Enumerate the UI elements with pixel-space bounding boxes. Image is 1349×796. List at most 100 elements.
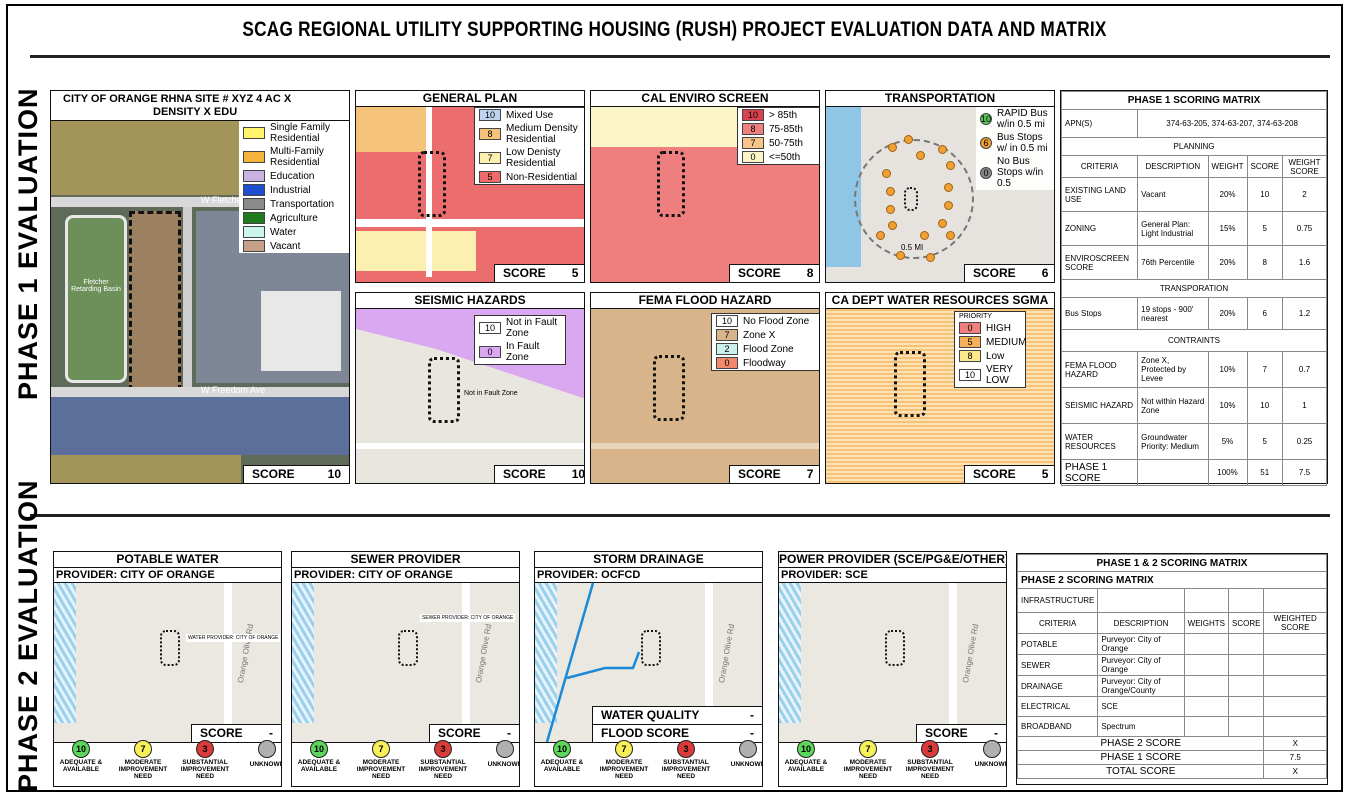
road [426, 107, 432, 277]
road [949, 583, 957, 753]
section-constraints: CONTRAINTS [1061, 329, 1327, 352]
phase2-panel: SEWER PROVIDER PROVIDER: CITY OF ORANGE Or… [291, 551, 520, 787]
key-item: 7 MODERATE IMPROVEMENT NEED [841, 740, 895, 780]
description-cell: Purveyor: City of Orange/County [1097, 675, 1185, 697]
legend-label: HIGH [986, 322, 1011, 334]
basin-label: Fletcher Retarding Basin [71, 279, 121, 293]
column-header: SCORE [1246, 155, 1283, 178]
column-header: WEIGHTS [1183, 612, 1230, 634]
legend-swatch [243, 151, 265, 163]
key-label: ADEQUATE & AVAILABLE [297, 759, 341, 773]
table-cell: 0.7 [1281, 351, 1328, 388]
key-label: SUBSTANTIAL IMPROVEMENT NEED [661, 759, 711, 780]
score-label: SCORE [973, 266, 1016, 280]
empty-cell [1263, 716, 1327, 737]
legend-label: Floodway [743, 357, 786, 369]
drainage-line [545, 582, 641, 743]
legend-label: RAPID Bus w/in 0.5 mi [997, 108, 1048, 130]
bus-stop-icon [886, 187, 895, 196]
score-value: - [507, 726, 511, 740]
phase2-matrix: PHASE 1 & 2 SCORING MATRIX PHASE 2 SCORI… [1016, 553, 1328, 785]
map-annotation: SEWER PROVIDER: CITY OF ORANGE [420, 614, 516, 622]
section-planning: PLANNING [1061, 137, 1327, 156]
total-value: 7.5 [1263, 750, 1327, 765]
status-circle-icon: 7 [372, 740, 390, 758]
provider-label: PROVIDER: SCE [779, 568, 1006, 583]
legend-label: Multi-Family Residential [270, 146, 324, 168]
page-title: SCAG REGIONAL UTILITY SUPPORTING HOUSING… [242, 18, 1107, 41]
apn-value: 374-63-205, 374-63-207, 374-63-208 [1137, 109, 1327, 138]
site-outline [657, 151, 685, 217]
road [462, 583, 470, 753]
key-item: UNKNOWN [478, 740, 519, 780]
legend-item: 6 Bus Stops w/ in 0.5 mi [976, 131, 1054, 155]
empty-cell [1228, 633, 1265, 655]
bus-stop-icon [888, 143, 897, 152]
site-boundary [129, 211, 181, 391]
status-circle-icon: 3 [196, 740, 214, 758]
sgma-score: SCORE 5 [964, 465, 1054, 483]
empty-cell [1263, 675, 1327, 697]
status-key: 10 ADEQUATE & AVAILABLE 7 MODERATE IMPROVEM… [292, 740, 519, 780]
bus-stop-icon [946, 161, 955, 170]
panel-title: CA DEPT WATER RESOURCES SGMA [826, 293, 1054, 309]
phase2-score: SCORE - [429, 724, 519, 742]
description-cell: Purveyor: City of Orange [1097, 633, 1185, 655]
empty-cell [1228, 675, 1265, 697]
legend-item: 7 Zone X [712, 328, 819, 342]
site-outline [428, 357, 460, 423]
phase2-panel: POTABLE WATER PROVIDER: CITY OF ORANGE Ora… [53, 551, 282, 787]
key-label: ADEQUATE & AVAILABLE [59, 759, 103, 773]
flood-score: FLOOD SCORE - [592, 724, 762, 742]
score-label: SCORE [200, 726, 243, 740]
key-item: 10 ADEQUATE & AVAILABLE [292, 740, 346, 780]
key-label: UNKNOWN [974, 761, 1007, 768]
score-value: 6 [1041, 266, 1049, 280]
table-cell: 5% [1207, 423, 1248, 460]
legend-label: No Bus Stops w/in 0.5 [997, 156, 1044, 189]
phase2-label: PHASE 2 EVALUATION [13, 479, 43, 792]
legend-label: Vacant [270, 240, 301, 252]
table-cell: 5 [1246, 211, 1283, 246]
legend-item: Education [239, 169, 349, 183]
status-circle-icon [496, 740, 514, 758]
site-header-line1: CITY OF ORANGE RHNA SITE # XYZ 4 AC X [63, 93, 292, 105]
seismic-score: SCORE 10 [494, 465, 584, 483]
legend-swatch [243, 127, 265, 139]
water-channel [54, 583, 76, 723]
key-label: MODERATE IMPROVEMENT NEED [599, 759, 649, 780]
legend-label: Flood Zone [743, 343, 794, 355]
legend-swatch: 5 [959, 336, 981, 348]
flood-label: FLOOD SCORE [601, 726, 690, 740]
status-circle-icon: 10 [553, 740, 571, 758]
legend-label: Water [270, 226, 297, 238]
legend-label: Non-Residential [506, 171, 578, 183]
low-percentile-area [591, 107, 741, 147]
bus-stop-icon [886, 205, 895, 214]
legend-label: Mixed Use [506, 109, 554, 121]
legend-swatch: 0 [980, 166, 992, 179]
table-cell: 76th Percentile [1137, 245, 1209, 280]
table-cell: ENVIROSCREEN SCORE [1060, 245, 1139, 280]
status-circle-icon: 7 [615, 740, 633, 758]
matrix-title: PHASE 1 SCORING MATRIX [1061, 91, 1327, 110]
total-cell: PHASE 1 SCORE [1060, 459, 1139, 486]
table-row: WATER RESOURCES Groundwater Priority: Med… [1060, 423, 1328, 460]
medium-density-area [356, 107, 426, 152]
key-label: SUBSTANTIAL IMPROVEMENT NEED [180, 759, 230, 780]
section-transportation: TRANSPORATION [1061, 279, 1327, 298]
legend-swatch: 6 [980, 137, 992, 149]
panel-title: STORM DRAINAGE [535, 552, 762, 568]
fema-score: SCORE 7 [729, 465, 819, 483]
table-cell: FEMA FLOOD HAZARD [1060, 351, 1139, 388]
legend-swatch [243, 226, 265, 238]
table-cell: 1 [1281, 387, 1328, 424]
status-circle-icon: 10 [797, 740, 815, 758]
table-cell: 7 [1246, 351, 1283, 388]
key-item: 3 SUBSTANTIAL IMPROVEMENT NEED [178, 740, 232, 780]
legend-swatch: 10 [959, 369, 981, 381]
score-label: SCORE [973, 467, 1016, 481]
street-label-freedom: W Freedom Ave [201, 385, 266, 395]
table-cell: 20% [1207, 245, 1248, 280]
